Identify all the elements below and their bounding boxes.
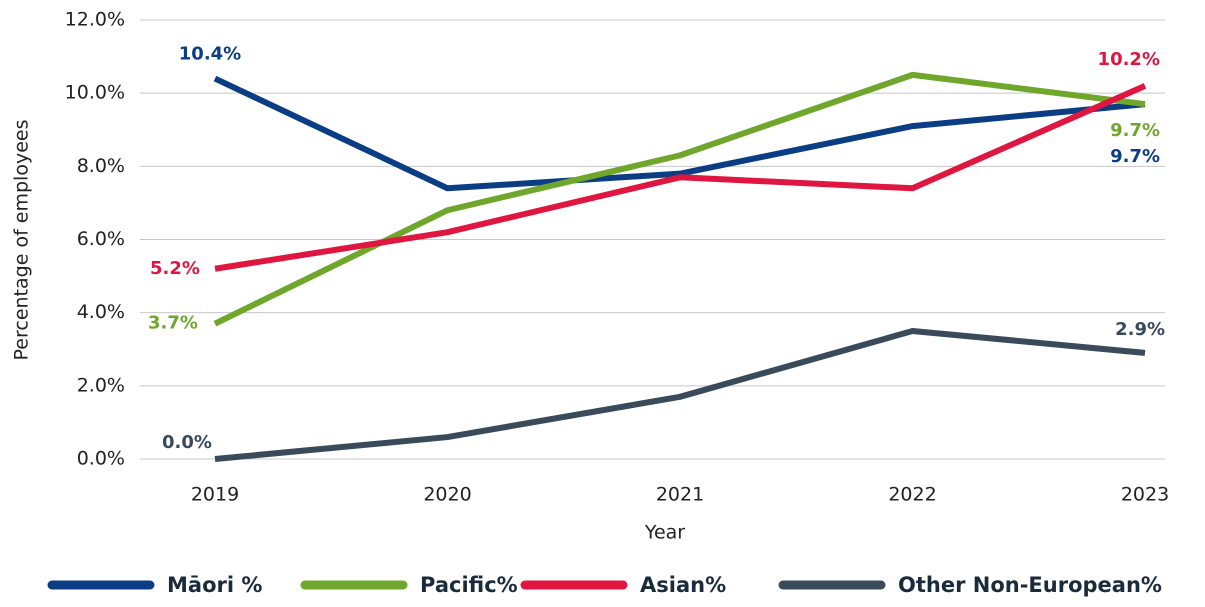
legend-label: Māori %	[167, 573, 262, 597]
x-tick-label: 2023	[1121, 484, 1169, 506]
x-tick-label: 2022	[888, 484, 936, 506]
chart: Percentage of employees Year 0.0% 2.0% 4.0…	[0, 0, 1205, 607]
y-tick-label: 10.0%	[65, 82, 125, 104]
value-label: 0.0%	[162, 432, 212, 453]
series-line	[215, 75, 1145, 324]
value-label: 9.7%	[1110, 120, 1160, 141]
x-tick-label: 2019	[191, 484, 239, 506]
value-label: 10.2%	[1098, 49, 1160, 70]
y-tick-label: 12.0%	[65, 9, 125, 31]
y-tick-label: 8.0%	[77, 155, 125, 177]
legend-label: Pacific%	[420, 573, 518, 597]
value-label: 9.7%	[1110, 146, 1160, 167]
y-tick-label: 4.0%	[77, 301, 125, 323]
series-line	[215, 79, 1145, 189]
value-label: 2.9%	[1115, 319, 1165, 340]
x-tick-label: 2020	[423, 484, 471, 506]
x-tick-label: 2021	[656, 484, 704, 506]
series-line	[215, 331, 1145, 459]
y-tick-label: 6.0%	[77, 228, 125, 250]
legend-label: Other Non-European%	[898, 573, 1162, 597]
value-label: 10.4%	[179, 44, 241, 65]
value-label: 3.7%	[148, 313, 198, 334]
y-axis-title: Percentage of employees	[11, 120, 33, 361]
series-line	[215, 86, 1145, 269]
legend-label: Asian%	[640, 573, 726, 597]
x-axis-title: Year	[644, 522, 685, 544]
value-label: 5.2%	[150, 258, 200, 279]
y-tick-label: 2.0%	[77, 374, 125, 396]
y-tick-label: 0.0%	[77, 448, 125, 470]
